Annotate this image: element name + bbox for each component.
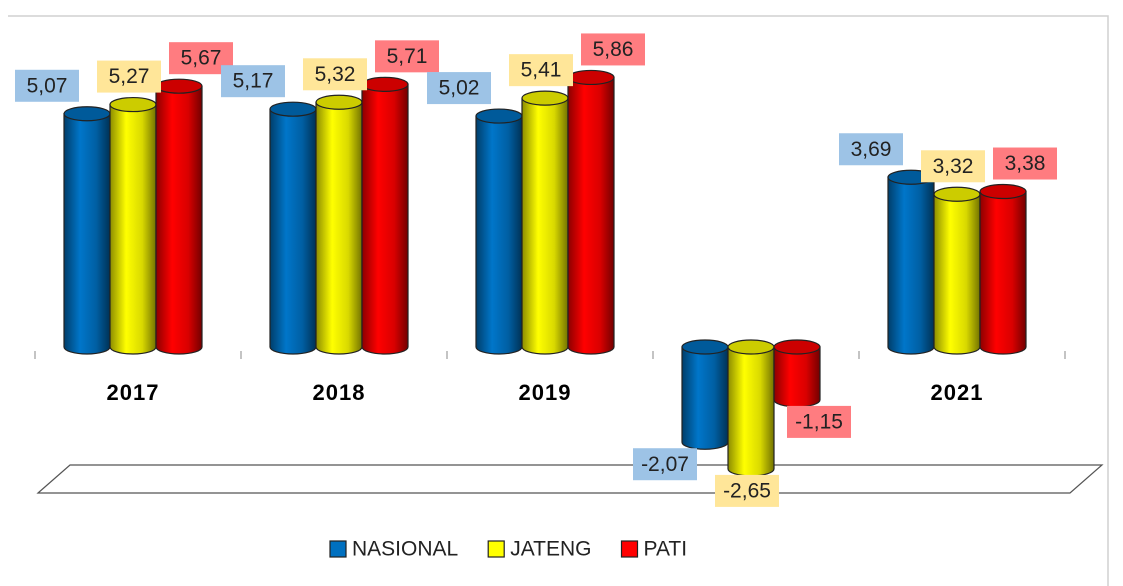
value-label-box (787, 405, 851, 438)
value-label-box (581, 33, 645, 66)
frame (8, 15, 1109, 586)
value-label: 5,27 (109, 65, 150, 88)
bar (63, 113, 111, 355)
value-label: 5,41 (521, 59, 562, 82)
value-label: -1,15 (795, 410, 843, 433)
x-tick-label: 2018 (313, 380, 366, 405)
bar (315, 101, 363, 355)
bar (887, 176, 935, 355)
bar (681, 346, 729, 450)
value-label-box (993, 147, 1057, 180)
value-label: -2,07 (641, 453, 689, 476)
value-label-box (921, 150, 985, 183)
bar-cap (361, 76, 409, 92)
legend-label: JATENG (510, 538, 591, 561)
value-label: 5,71 (387, 45, 428, 68)
bar-cap (681, 339, 729, 355)
value-label: 5,07 (27, 74, 68, 97)
value-label-box (97, 60, 161, 93)
bar (521, 97, 569, 355)
value-label: -2,65 (723, 479, 771, 502)
value-label: 5,32 (315, 63, 356, 86)
value-label-box (633, 448, 697, 481)
legend-label: NASIONAL (352, 538, 458, 561)
value-label-box (509, 54, 573, 87)
legend-swatch (620, 540, 639, 558)
legend-swatch (329, 540, 347, 558)
bar-cap (521, 90, 569, 106)
value-label: 3,69 (851, 138, 892, 161)
legend-label: PATI (644, 538, 688, 561)
bar-cap (315, 94, 363, 110)
value-label-box (427, 72, 491, 105)
bar-cap (109, 96, 157, 113)
bar (109, 103, 157, 355)
value-label: 3,38 (1005, 152, 1046, 175)
value-label-box (715, 474, 779, 507)
bar (361, 83, 409, 355)
bar (773, 346, 821, 408)
x-tick-label: 2021 (931, 380, 984, 405)
value-label: 3,32 (933, 155, 974, 178)
bar-cap (567, 69, 615, 86)
bar-cap (63, 106, 111, 122)
bar-cap (475, 108, 523, 124)
value-label: 5,86 (593, 38, 634, 61)
value-label: 5,02 (439, 77, 480, 100)
bar (155, 85, 203, 355)
bar (727, 346, 775, 477)
bar-cap (269, 101, 317, 117)
bar-cap (979, 183, 1027, 200)
bar (933, 193, 981, 355)
value-label-box (303, 58, 367, 91)
bar (269, 108, 317, 355)
value-label-box (839, 133, 903, 166)
floor (36, 464, 1104, 494)
value-label: 5,67 (181, 47, 222, 70)
bar (475, 115, 523, 355)
bar (567, 76, 615, 355)
legend-swatch (487, 540, 505, 558)
value-label-box (221, 65, 285, 98)
x-tick-label: 2019 (519, 380, 572, 405)
value-label-box (375, 40, 439, 73)
bar (979, 190, 1027, 355)
value-label-box (15, 69, 79, 102)
bar-cap (773, 339, 821, 355)
bar-cap (727, 339, 775, 355)
bar-cap (155, 78, 203, 94)
x-tick-label: 2017 (107, 380, 160, 405)
value-label: 5,17 (233, 70, 274, 93)
bar-cap (933, 186, 981, 202)
